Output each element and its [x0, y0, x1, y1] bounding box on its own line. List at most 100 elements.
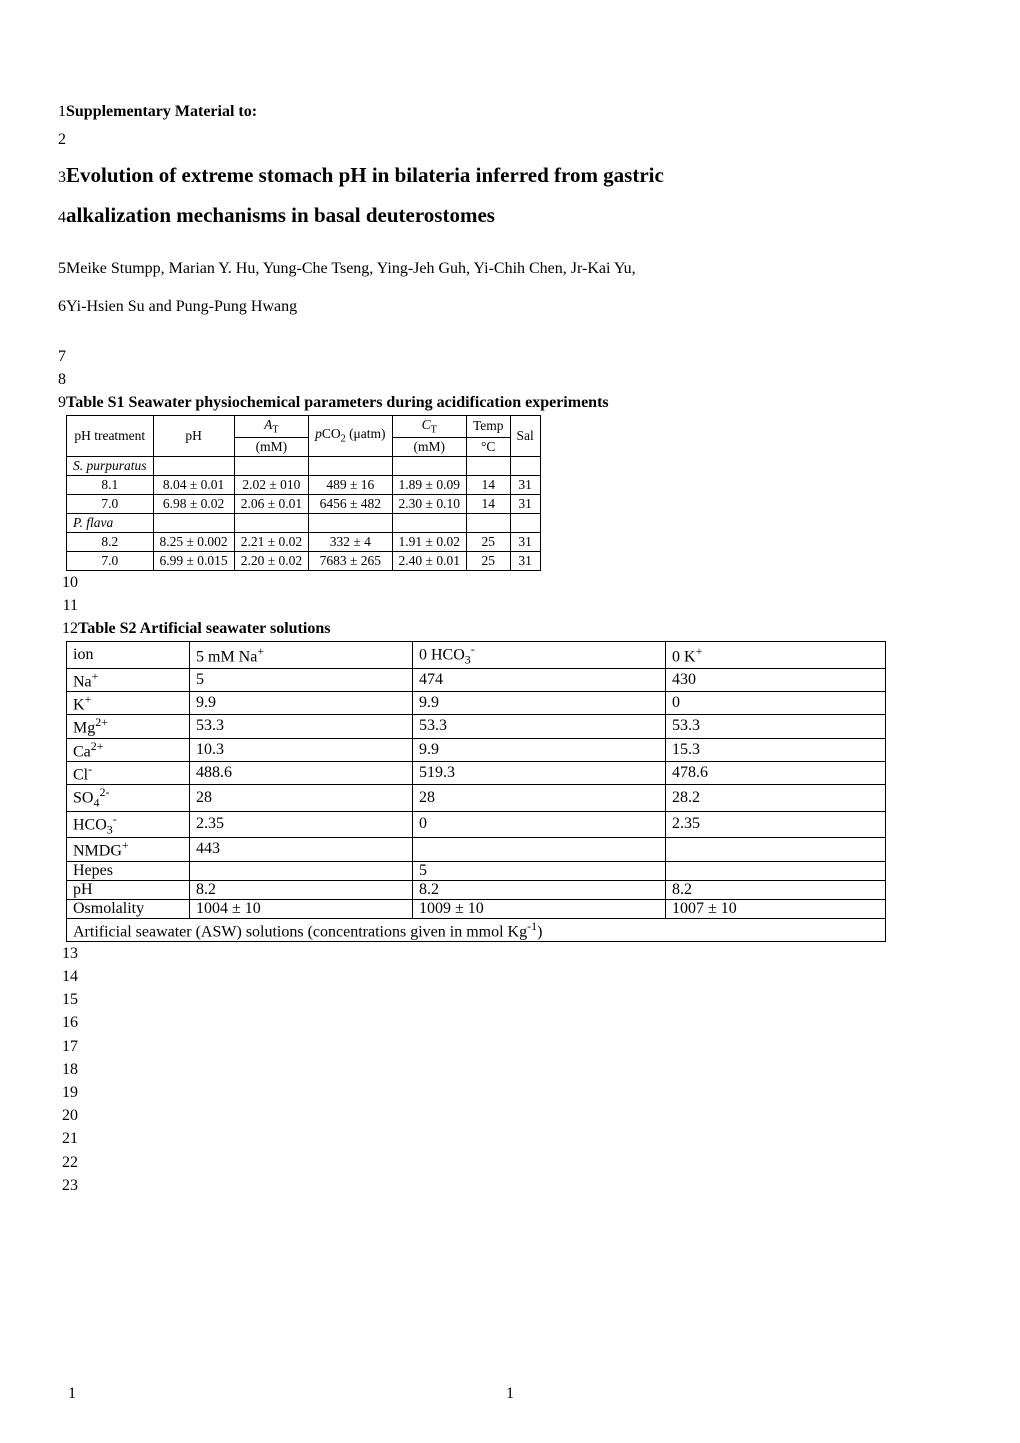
species-2: P. flava: [67, 513, 154, 532]
gap: [54, 327, 942, 345]
line-2: 2: [54, 124, 942, 156]
line-3: 3 Evolution of extreme stomach pH in bil…: [54, 156, 942, 196]
table-s2-caption: Table S2 Artificial seawater solutions: [78, 617, 942, 641]
table-row: 7.0 6.99 ± 0.015 2.20 ± 0.02 7683 ± 265 …: [67, 551, 541, 570]
line-16: 16: [54, 1011, 942, 1034]
table-row: NMDG+ 443: [67, 838, 886, 861]
th-at-unit: (mM): [234, 437, 308, 456]
table-row: 8.1 8.04 ± 0.01 2.02 ± 010 489 ± 16 1.89…: [67, 475, 541, 494]
table-row: 8.2 8.25 ± 0.002 2.21 ± 0.02 332 ± 4 1.9…: [67, 532, 541, 551]
line-number: 2: [54, 124, 66, 156]
table-s1-header: pH treatment pH AT pCO2 (μatm) CT Temp S…: [67, 415, 541, 437]
table-row: K+ 9.9 9.9 0: [67, 691, 886, 714]
table-row: Hepes 5: [67, 861, 886, 880]
footer-center-number: 1: [0, 1385, 1020, 1403]
table-row: Cl- 488.6 519.3 478.6: [67, 761, 886, 784]
supplementary-label: Supplementary Material to:: [66, 100, 942, 124]
ion-cell: Hepes: [67, 861, 190, 880]
th-0-hco3: 0 HCO3-: [413, 642, 666, 669]
table-row: Ca2+ 10.3 9.9 15.3: [67, 738, 886, 761]
th-ct-unit: (mM): [392, 437, 466, 456]
line-22: 22: [54, 1151, 942, 1174]
line-number: 9: [54, 391, 66, 415]
line-number: 19: [54, 1081, 78, 1104]
footer-left-number: 1: [68, 1385, 76, 1403]
ion-cell: Cl-: [67, 761, 190, 784]
line-number: 22: [54, 1151, 78, 1174]
line-4: 4 alkalization mechanisms in basal deute…: [54, 196, 942, 236]
ion-cell: HCO3-: [67, 811, 190, 838]
title-line-1: Evolution of extreme stomach pH in bilat…: [66, 163, 664, 187]
line-7: 7: [54, 345, 942, 368]
ion-cell: Na+: [67, 668, 190, 691]
ion-cell: NMDG+: [67, 838, 190, 861]
table-s1-caption: Table S1 Seawater physiochemical paramet…: [66, 391, 942, 415]
line-8: 8: [54, 368, 942, 391]
line-19: 19: [54, 1081, 942, 1104]
line-9: 9 Table S1 Seawater physiochemical param…: [54, 391, 942, 415]
th-pco2: pCO2 (μatm): [309, 415, 392, 456]
line-10: 10: [54, 571, 942, 594]
table-row: Osmolality 1004 ± 10 1009 ± 10 1007 ± 10: [67, 899, 886, 918]
line-number: 21: [54, 1127, 78, 1150]
line-18: 18: [54, 1058, 942, 1081]
ion-cell: SO42-: [67, 785, 190, 812]
table-s1: pH treatment pH AT pCO2 (μatm) CT Temp S…: [66, 415, 541, 571]
line-number: 7: [54, 345, 66, 368]
authors-line-2: Yi-Hsien Su and Pung-Pung Hwang: [66, 288, 942, 326]
line-number: 10: [54, 571, 78, 594]
th-ion: ion: [67, 642, 190, 669]
ion-cell: pH: [67, 880, 190, 899]
species-1: S. purpuratus: [67, 456, 154, 475]
line-12: 12 Table S2 Artificial seawater solution…: [54, 617, 942, 641]
line-number: 23: [54, 1174, 78, 1197]
th-0-k: 0 K+: [666, 642, 886, 669]
line-number: 17: [54, 1035, 78, 1058]
table-s1-species-2: P. flava: [67, 513, 541, 532]
page-footer: 1 1: [0, 1385, 1020, 1403]
table-row: HCO3- 2.35 0 2.35: [67, 811, 886, 838]
table-row: SO42- 28 28 28.2: [67, 785, 886, 812]
line-number: 11: [54, 594, 78, 617]
line-number: 6: [54, 288, 66, 326]
line-number: 12: [54, 617, 78, 641]
line-number: 3: [54, 162, 66, 194]
line-number: 15: [54, 988, 78, 1011]
ion-cell: K+: [67, 691, 190, 714]
th-at: AT: [234, 415, 308, 437]
line-number: 13: [54, 942, 78, 965]
line-number: 5: [54, 250, 66, 288]
th-temp: Temp: [466, 415, 510, 437]
ion-cell: Osmolality: [67, 899, 190, 918]
line-number: 4: [54, 202, 66, 234]
line-1: 1 Supplementary Material to:: [54, 100, 942, 124]
line-number: 16: [54, 1011, 78, 1034]
ion-cell: Mg2+: [67, 715, 190, 738]
line-15: 15: [54, 988, 942, 1011]
table-s1-species-1: S. purpuratus: [67, 456, 541, 475]
line-number: 18: [54, 1058, 78, 1081]
line-21: 21: [54, 1127, 942, 1150]
table-s2-footnote: Artificial seawater (ASW) solutions (con…: [67, 918, 886, 941]
page: 1 Supplementary Material to: 2 3 Evoluti…: [0, 0, 1020, 1443]
table-row: Na+ 5 474 430: [67, 668, 886, 691]
line-14: 14: [54, 965, 942, 988]
th-ph: pH: [153, 415, 234, 456]
th-ph-treatment: pH treatment: [67, 415, 154, 456]
line-17: 17: [54, 1035, 942, 1058]
line-13: 13: [54, 942, 942, 965]
ion-cell: Ca2+: [67, 738, 190, 761]
th-sal: Sal: [510, 415, 540, 456]
table-row: 7.0 6.98 ± 0.02 2.06 ± 0.01 6456 ± 482 2…: [67, 494, 541, 513]
table-s2: ion 5 mM Na+ 0 HCO3- 0 K+ Na+ 5 474 430 …: [66, 641, 886, 942]
table-row: pH 8.2 8.2 8.2: [67, 880, 886, 899]
line-number: 14: [54, 965, 78, 988]
table-s2-header: ion 5 mM Na+ 0 HCO3- 0 K+: [67, 642, 886, 669]
line-11: 11: [54, 594, 942, 617]
line-number: 1: [54, 100, 66, 124]
line-number: 8: [54, 368, 66, 391]
gap: [54, 236, 942, 250]
line-23: 23: [54, 1174, 942, 1197]
line-6: 6 Yi-Hsien Su and Pung-Pung Hwang: [54, 288, 942, 326]
line-20: 20: [54, 1104, 942, 1127]
